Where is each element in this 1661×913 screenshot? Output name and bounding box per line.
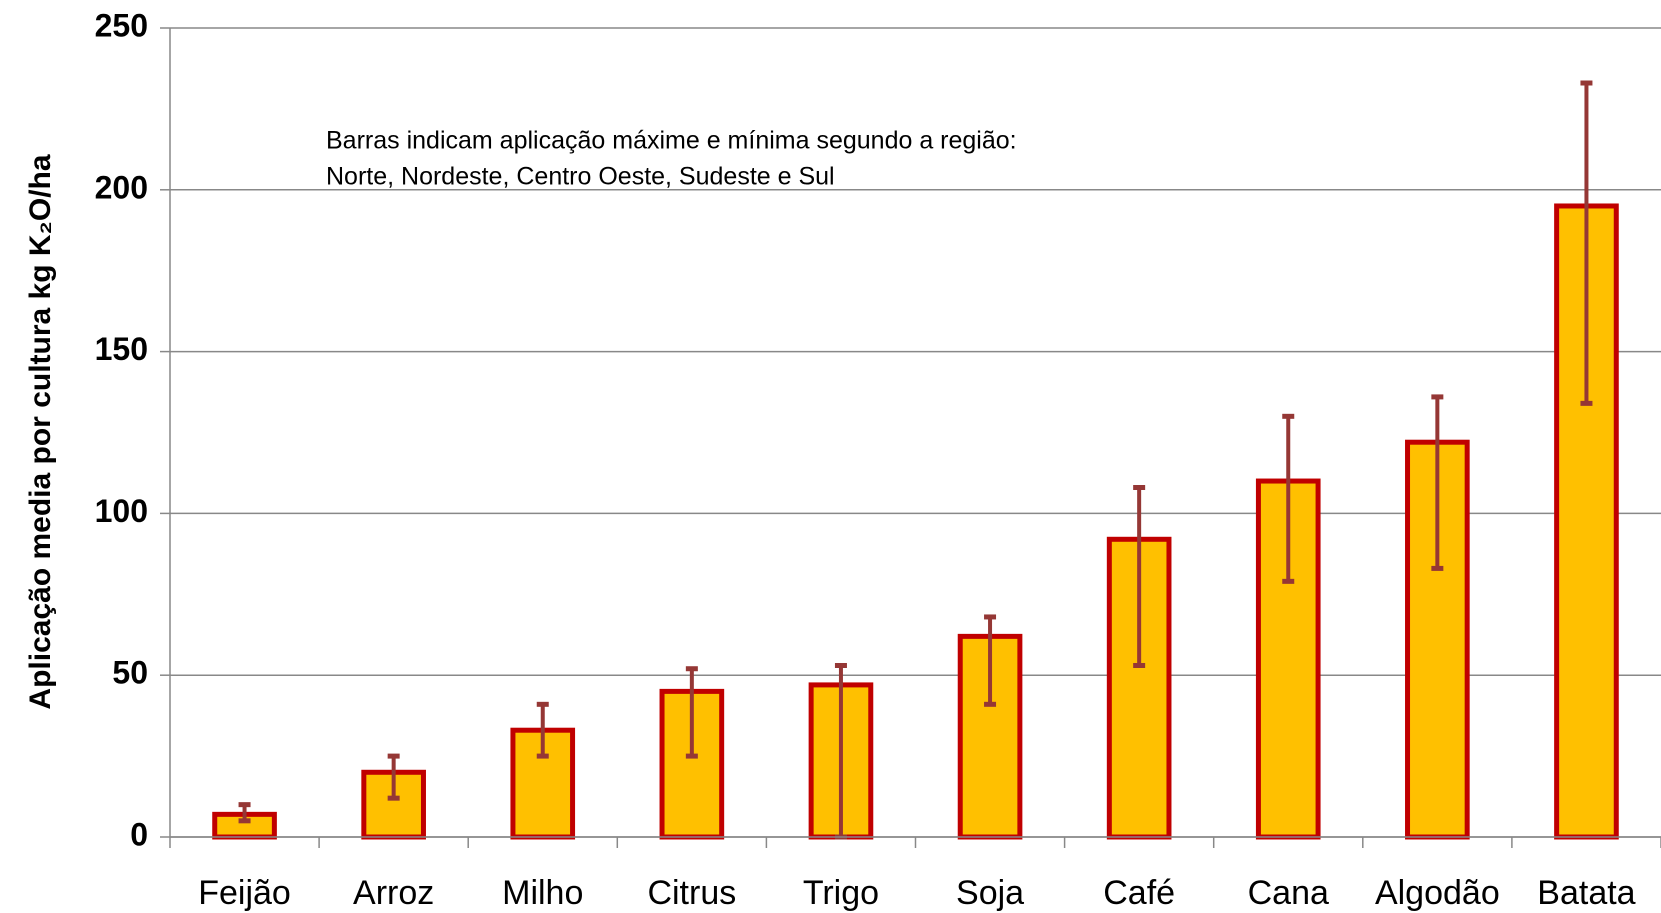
x-tick-label: Algodão	[1375, 874, 1500, 912]
x-tick-label: Citrus	[647, 874, 736, 912]
x-tick-label: Soja	[956, 874, 1024, 912]
annotation: Barras indicam aplicação máxime e mínima…	[326, 127, 1017, 155]
annotation: Norte, Nordeste, Centro Oeste, Sudeste e…	[326, 163, 835, 191]
y-tick-label: 250	[95, 7, 148, 43]
y-tick-label: 0	[130, 816, 148, 852]
y-tick-label: 200	[95, 169, 148, 205]
y-tick-label: 100	[95, 493, 148, 529]
x-tick-label: Feijão	[198, 874, 291, 912]
y-tick-label: 50	[112, 655, 148, 691]
x-tick-label: Arroz	[353, 874, 434, 912]
y-axis-label: Aplicação media por cultura kg K₂O/ha	[24, 154, 57, 709]
x-tick-label: Batata	[1537, 874, 1635, 912]
x-tick-label: Milho	[502, 874, 583, 912]
x-tick-label: Trigo	[803, 874, 879, 912]
y-tick-label: 150	[95, 331, 148, 367]
x-tick-label: Café	[1103, 874, 1175, 912]
x-tick-label: Cana	[1248, 874, 1329, 912]
